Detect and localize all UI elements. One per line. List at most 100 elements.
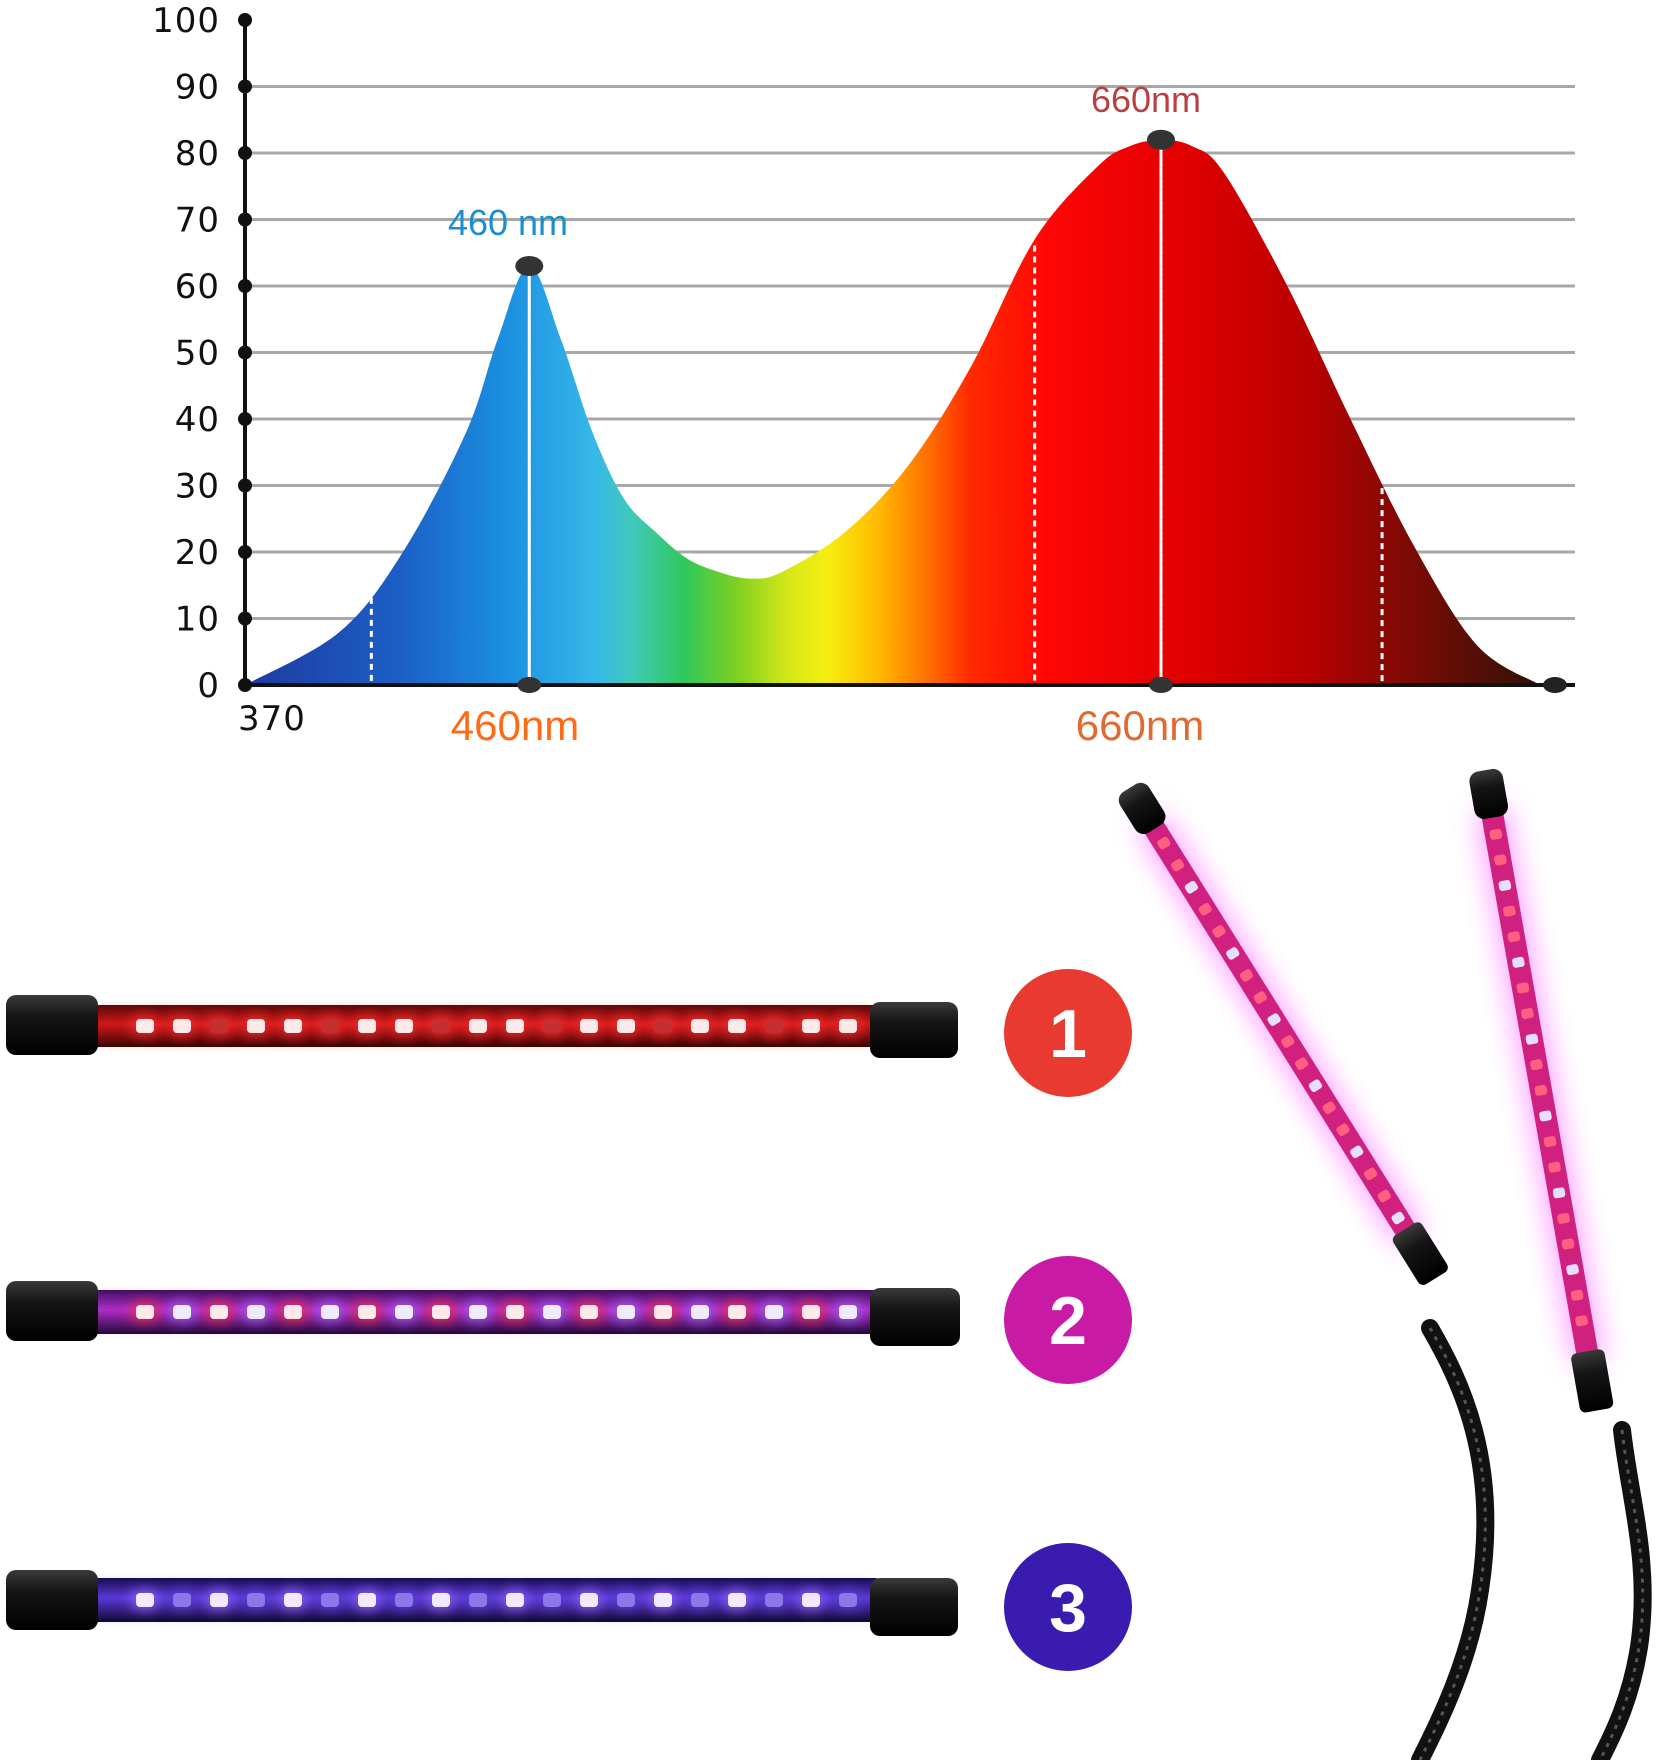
led — [1548, 1161, 1561, 1173]
led — [432, 1305, 450, 1319]
led — [580, 1305, 598, 1319]
led-strip-red-blue — [6, 1281, 960, 1346]
led — [136, 1019, 154, 1033]
led — [654, 1305, 672, 1319]
led — [654, 1019, 672, 1033]
y-tick-label: 90 — [175, 68, 220, 108]
led — [765, 1593, 783, 1607]
y-tick-label: 30 — [175, 467, 220, 507]
led — [247, 1019, 265, 1033]
led — [617, 1305, 635, 1319]
led — [580, 1019, 598, 1033]
led — [284, 1593, 302, 1607]
y-tick-dot — [238, 13, 252, 27]
y-tick-label: 10 — [175, 600, 220, 640]
led — [210, 1593, 228, 1607]
y-tick-dot — [238, 545, 252, 559]
led — [358, 1305, 376, 1319]
strip-right-cap — [870, 1002, 958, 1058]
led — [839, 1019, 857, 1033]
led — [839, 1305, 857, 1319]
peak-axis-dot — [517, 677, 542, 693]
led — [321, 1593, 339, 1607]
led — [1253, 991, 1267, 1004]
lamp-tube — [1143, 818, 1418, 1242]
led — [1226, 947, 1240, 960]
led — [1267, 1013, 1281, 1026]
mode-badge-1: 1 — [1004, 969, 1132, 1097]
led — [654, 1593, 672, 1607]
led — [1295, 1057, 1309, 1070]
x-start-label: 370 — [238, 699, 306, 739]
led — [1507, 931, 1521, 943]
led — [691, 1593, 709, 1607]
led — [432, 1019, 450, 1033]
led — [1281, 1035, 1295, 1048]
y-tick-label: 20 — [175, 533, 220, 573]
x-tick-label-660: 660nm — [1076, 702, 1204, 749]
led — [728, 1593, 746, 1607]
led — [210, 1019, 228, 1033]
y-tick-dot — [238, 212, 252, 227]
led — [136, 1593, 154, 1607]
led — [469, 1593, 487, 1607]
led — [543, 1019, 561, 1033]
strip-right-cap — [870, 1578, 958, 1636]
led — [1543, 1136, 1557, 1148]
led — [1391, 1211, 1405, 1225]
led — [136, 1305, 154, 1319]
led — [1561, 1238, 1575, 1250]
led — [1525, 1033, 1539, 1045]
gooseneck-cable — [1591, 1421, 1652, 1760]
y-tick-label: 70 — [175, 201, 220, 241]
led — [691, 1305, 709, 1319]
badge-number: 1 — [1049, 996, 1087, 1072]
lamp-bottom-collar — [1392, 1222, 1448, 1285]
lamp-leds — [1157, 836, 1405, 1225]
y-tick-dot — [238, 611, 252, 626]
lamp-top-cap — [1469, 768, 1509, 819]
led — [1171, 858, 1185, 872]
led — [1530, 1059, 1543, 1071]
led — [1557, 1212, 1570, 1224]
y-tick-label: 0 — [197, 666, 220, 706]
peak-label-460: 460 nm — [448, 202, 568, 243]
led — [1184, 880, 1199, 894]
y-tick-dot — [238, 412, 252, 426]
y-tick-dot — [238, 79, 252, 94]
y-tick-dot — [238, 279, 252, 293]
y-tick-dot — [238, 478, 252, 493]
led — [1308, 1079, 1323, 1092]
peak-dot — [515, 256, 544, 277]
peak-dot — [1146, 129, 1175, 150]
gooseneck-lamp-right — [1469, 768, 1652, 1760]
led — [580, 1593, 598, 1607]
led — [617, 1593, 635, 1607]
led-strip-red — [6, 995, 958, 1058]
strip-leds — [130, 1015, 863, 1037]
peak-label-660: 660nm — [1091, 79, 1201, 120]
y-tick-label: 60 — [175, 267, 220, 307]
led — [728, 1305, 746, 1319]
badge-number: 2 — [1049, 1283, 1087, 1359]
led — [765, 1019, 783, 1033]
x-axis-end-dot — [1543, 677, 1567, 693]
led — [1534, 1084, 1548, 1096]
led — [1377, 1189, 1391, 1203]
led — [1198, 903, 1212, 916]
led — [543, 1305, 561, 1319]
led-strip-blue — [6, 1570, 958, 1636]
led — [395, 1305, 413, 1319]
led — [1212, 925, 1226, 938]
led — [247, 1305, 265, 1319]
badge-circle — [1004, 969, 1132, 1097]
led — [173, 1593, 191, 1607]
led — [765, 1305, 783, 1319]
lamp-top-cap — [1118, 782, 1166, 834]
strip-left-cap — [6, 1570, 98, 1630]
strip-leds — [130, 1589, 863, 1611]
led — [321, 1305, 339, 1319]
y-tick-label: 50 — [175, 334, 220, 374]
led — [1570, 1289, 1584, 1301]
